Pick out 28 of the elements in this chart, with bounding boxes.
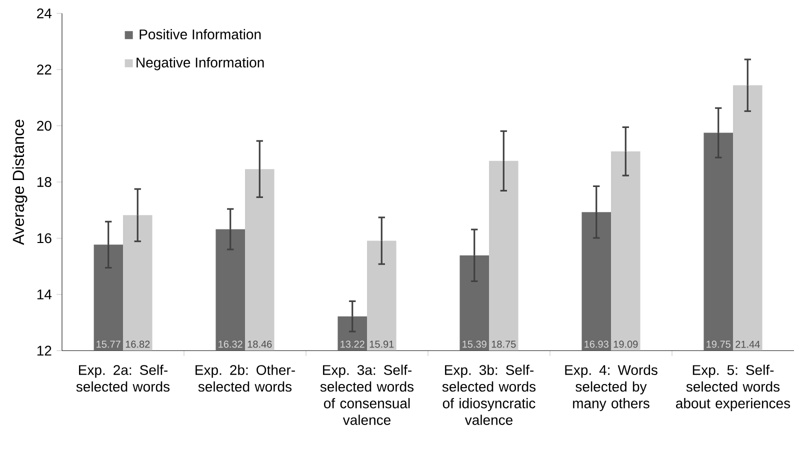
y-tick-label: 24 <box>37 8 52 18</box>
x-tick-label: Exp. 2b: Other-selected words <box>196 364 295 392</box>
y-tick-label: 20 <box>37 120 52 131</box>
x-tick-label: Exp. 3b: Self-selected words of idiosyncratic valence <box>442 364 536 426</box>
data-label: 16.93 <box>584 340 608 348</box>
y-tick-label: 18 <box>37 177 52 187</box>
data-label: 15.39 <box>462 340 486 348</box>
data-label: 18.75 <box>492 340 516 348</box>
data-label: 19.75 <box>706 340 730 348</box>
y-tick-label: 22 <box>37 64 52 74</box>
x-tick-label: Exp. 5: Self-selected words about experiences <box>676 364 790 412</box>
x-tick-label: Exp. 4: Words selected by many others <box>565 364 658 412</box>
data-label: 16.82 <box>126 340 150 348</box>
data-label: 13.22 <box>340 340 364 348</box>
y-axis-title: Average Distance <box>12 120 28 245</box>
x-tick-label: Exp. 2a: Self-selected words <box>76 364 170 392</box>
y-tick-label: 14 <box>37 290 52 300</box>
data-label: 18.46 <box>248 340 272 348</box>
legend-label: Positive Information <box>140 29 261 40</box>
data-label: 19.09 <box>614 340 638 348</box>
data-label: 15.91 <box>370 340 394 348</box>
data-label: 15.77 <box>96 340 120 348</box>
x-tick-label: Exp. 3a: Self-selected words of consensual valence <box>320 364 414 426</box>
legend-label: Negative Information <box>136 57 264 70</box>
data-label: 16.32 <box>218 340 242 348</box>
y-tick-label: 12 <box>37 346 52 356</box>
y-tick-label: 16 <box>37 233 52 244</box>
data-label: 21.44 <box>736 340 760 348</box>
